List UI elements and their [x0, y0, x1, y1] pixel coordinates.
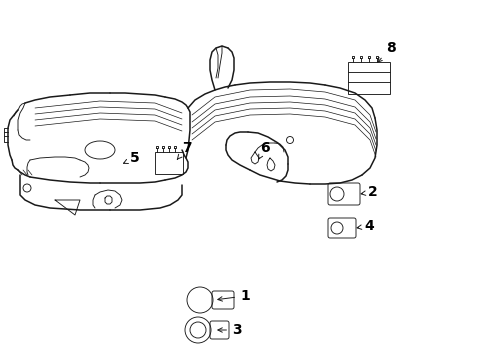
- Text: 4: 4: [356, 219, 373, 233]
- Text: 8: 8: [377, 41, 395, 62]
- Text: 1: 1: [217, 289, 249, 303]
- Text: 3: 3: [218, 323, 241, 337]
- Text: 2: 2: [360, 185, 377, 199]
- Text: 7: 7: [177, 141, 191, 159]
- Text: 6: 6: [258, 141, 269, 159]
- Bar: [347, 62, 389, 94]
- Bar: [155, 152, 183, 174]
- Text: 5: 5: [123, 151, 140, 165]
